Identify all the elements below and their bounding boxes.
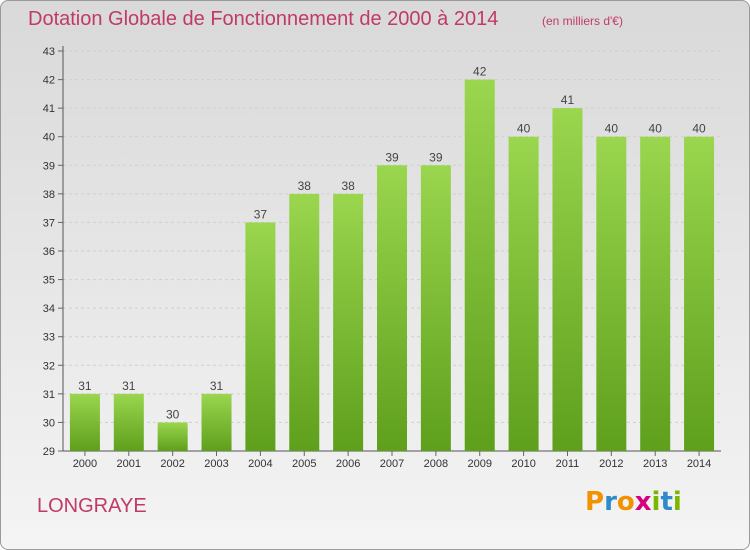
- y-tick-label: 34: [43, 303, 55, 315]
- value-label: 30: [166, 407, 180, 421]
- value-label: 31: [78, 379, 92, 393]
- y-tick-label: 39: [43, 160, 55, 172]
- x-tick-label: 2011: [556, 458, 580, 470]
- chart-title: Dotation Globale de Fonctionnement de 20…: [28, 8, 499, 30]
- y-tick-labels: 29 30 31 32 33 34 35 36 37 38 39 40 41 42 43: [43, 46, 55, 458]
- y-tick-label: 35: [43, 275, 55, 287]
- logo-letter: x: [634, 487, 652, 517]
- value-label: 39: [385, 150, 399, 164]
- value-label: 31: [210, 379, 224, 393]
- bar: [464, 79, 495, 452]
- x-tick-label: 2010: [511, 458, 535, 470]
- bar: [640, 136, 671, 451]
- chart-subtitle: (en milliers d'€): [542, 14, 623, 28]
- bar: [684, 136, 715, 451]
- x-tick-label: 2002: [160, 458, 184, 470]
- bar: [420, 165, 451, 452]
- y-tick-label: 41: [43, 103, 55, 115]
- bars: [69, 79, 715, 452]
- bar: [113, 393, 144, 451]
- x-tick-label: 2004: [248, 458, 272, 470]
- value-label: 40: [605, 122, 619, 136]
- y-tick-label: 36: [43, 246, 55, 258]
- value-label: 37: [254, 207, 268, 221]
- bar: [201, 393, 232, 451]
- y-tick-label: 29: [43, 446, 55, 458]
- y-tick-label: 43: [43, 46, 55, 58]
- bar: [552, 108, 583, 452]
- x-tick-label: 2008: [424, 458, 448, 470]
- x-tick-label: 2005: [292, 458, 316, 470]
- bar: [377, 165, 407, 452]
- x-tick-label: 2007: [380, 458, 404, 470]
- x-tick-label: 2000: [73, 458, 97, 470]
- logo-letter: t: [660, 487, 673, 517]
- value-label: 40: [649, 122, 663, 136]
- logo-letter: o: [616, 487, 635, 517]
- y-tick-label: 31: [43, 389, 55, 401]
- y-tick-label: 38: [43, 189, 55, 201]
- commune-name: LONGRAYE: [37, 495, 147, 517]
- y-tick-label: 42: [43, 75, 55, 87]
- x-tick-label: 2009: [467, 458, 491, 470]
- y-tick-label: 30: [43, 417, 55, 429]
- bar: [289, 193, 320, 451]
- logo-letter: P: [585, 487, 605, 517]
- value-label: 40: [692, 122, 706, 136]
- x-tick-label: 2012: [599, 458, 623, 470]
- value-labels: 31 31 30 31 37 38 38 39 39 42 40 41 40 40 40: [78, 65, 706, 422]
- x-tick-labels: 2000 2001 2002 2003 2004 2005 2006 2007 2008 2009…: [73, 458, 712, 470]
- y-tick-label: 32: [43, 360, 55, 372]
- bar: [157, 422, 188, 451]
- x-tick-label: 2014: [687, 458, 711, 470]
- value-label: 41: [561, 93, 575, 107]
- bar: [245, 222, 276, 451]
- value-label: 39: [429, 150, 443, 164]
- y-tick-label: 37: [43, 217, 55, 229]
- bar: [333, 193, 364, 451]
- y-tick-label: 40: [43, 132, 55, 144]
- value-label: 38: [341, 179, 355, 193]
- bar: [69, 393, 100, 451]
- x-tick-label: 2001: [117, 458, 141, 470]
- bar: [508, 136, 539, 451]
- proxiti-logo: Proxiti: [585, 487, 682, 517]
- value-label: 42: [473, 65, 487, 79]
- x-tick-label: 2006: [336, 458, 360, 470]
- x-tick-label: 2003: [204, 458, 228, 470]
- y-tick-label: 33: [43, 332, 55, 344]
- bar: [596, 136, 627, 451]
- logo-letter: i: [651, 487, 661, 517]
- value-label: 38: [298, 179, 312, 193]
- value-label: 40: [517, 122, 531, 136]
- x-tick-label: 2013: [643, 458, 667, 470]
- value-label: 31: [122, 379, 136, 393]
- logo-letter: i: [672, 487, 682, 517]
- logo-letter: r: [604, 487, 617, 517]
